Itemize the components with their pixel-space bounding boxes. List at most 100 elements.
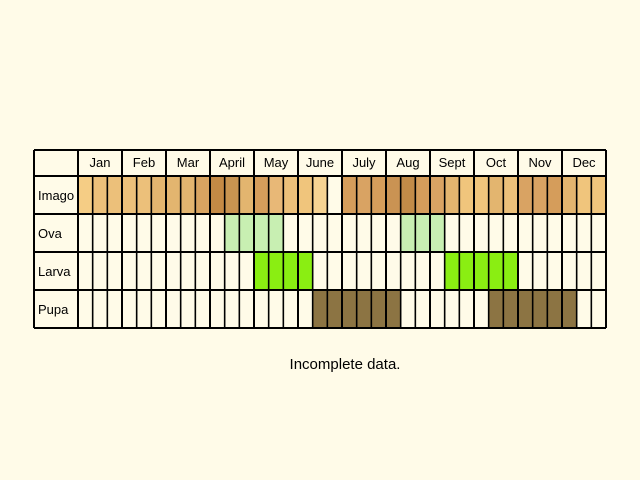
stage-cell-pupa (342, 290, 358, 328)
month-label: Oct (486, 155, 507, 170)
stage-cell-ova (400, 214, 416, 252)
stage-cell-larva (239, 252, 255, 290)
stage-cell-ova (547, 214, 563, 252)
stage-cell-pupa (122, 290, 138, 328)
stage-cell-ova (283, 214, 299, 252)
stage-cell-larva (591, 252, 607, 290)
stage-cell-larva (166, 252, 182, 290)
stage-cell-pupa (224, 290, 240, 328)
stage-cell-ova (180, 214, 196, 252)
stage-cell-pupa (576, 290, 592, 328)
stage-cell-ova (224, 214, 240, 252)
stage-cell-imago (239, 176, 255, 214)
stage-cell-ova (415, 214, 431, 252)
stage-cell-pupa (210, 290, 226, 328)
stage-cell-larva (210, 252, 226, 290)
stage-cell-ova (488, 214, 504, 252)
stage-cell-pupa (386, 290, 402, 328)
stage-cell-ova (239, 214, 255, 252)
stage-cell-imago (547, 176, 563, 214)
stage-cell-pupa (239, 290, 255, 328)
stage-cell-ova (371, 214, 387, 252)
stage-cell-imago (488, 176, 504, 214)
stage-cell-imago (342, 176, 358, 214)
stage-cell-pupa (107, 290, 123, 328)
stage-cell-pupa (195, 290, 211, 328)
stage-cell-ova (268, 214, 284, 252)
stage-cell-imago (444, 176, 460, 214)
stage-cell-pupa (459, 290, 475, 328)
stage-cell-ova (254, 214, 270, 252)
stage-cell-imago (327, 176, 343, 214)
stage-cell-larva (356, 252, 372, 290)
month-label: July (352, 155, 376, 170)
stage-cell-imago (386, 176, 402, 214)
row-label-larva: Larva (38, 264, 71, 279)
stage-cell-ova (444, 214, 460, 252)
stage-cell-imago (195, 176, 211, 214)
stage-cell-larva (474, 252, 490, 290)
stage-cell-larva (400, 252, 416, 290)
stage-cell-ova (210, 214, 226, 252)
stage-cell-larva (488, 252, 504, 290)
stage-cell-pupa (283, 290, 299, 328)
stage-cell-imago (415, 176, 431, 214)
stage-cell-ova (107, 214, 123, 252)
stage-cell-ova (92, 214, 108, 252)
stage-cell-ova (195, 214, 211, 252)
stage-cell-imago (92, 176, 108, 214)
stage-cell-larva (136, 252, 152, 290)
stage-cell-larva (283, 252, 299, 290)
stage-cell-larva (195, 252, 211, 290)
stage-cell-ova (576, 214, 592, 252)
stage-cell-imago (298, 176, 314, 214)
stage-cell-larva (122, 252, 138, 290)
stage-cell-pupa (166, 290, 182, 328)
stage-cell-larva (371, 252, 387, 290)
stage-cell-larva (78, 252, 94, 290)
stage-cell-pupa (371, 290, 387, 328)
stage-cell-imago (151, 176, 167, 214)
stage-cell-pupa (136, 290, 152, 328)
stage-cell-larva (151, 252, 167, 290)
stage-cell-imago (562, 176, 578, 214)
stage-cell-ova (327, 214, 343, 252)
stage-cell-imago (430, 176, 446, 214)
stage-cell-pupa (400, 290, 416, 328)
month-label: June (306, 155, 334, 170)
stage-cell-imago (224, 176, 240, 214)
stage-cell-imago (400, 176, 416, 214)
stage-cell-larva (532, 252, 548, 290)
month-label: Nov (528, 155, 552, 170)
stage-cell-larva (107, 252, 123, 290)
stage-cell-larva (415, 252, 431, 290)
stage-cell-pupa (254, 290, 270, 328)
stage-cell-imago (576, 176, 592, 214)
stage-cell-larva (254, 252, 270, 290)
stage-cell-imago (254, 176, 270, 214)
stage-cell-ova (166, 214, 182, 252)
stage-cell-pupa (444, 290, 460, 328)
stage-cell-ova (342, 214, 358, 252)
stage-cell-imago (503, 176, 519, 214)
stage-cell-pupa (562, 290, 578, 328)
stage-cell-imago (166, 176, 182, 214)
stage-cell-pupa (356, 290, 372, 328)
row-label-imago: Imago (38, 188, 74, 203)
stage-cell-larva (518, 252, 534, 290)
stage-cell-imago (136, 176, 152, 214)
stage-cell-imago (268, 176, 284, 214)
stage-cell-pupa (92, 290, 108, 328)
stage-cell-ova (312, 214, 328, 252)
stage-cell-larva (547, 252, 563, 290)
stage-cell-ova (136, 214, 152, 252)
stage-cell-larva (576, 252, 592, 290)
stage-cell-imago (107, 176, 123, 214)
stage-cell-ova (356, 214, 372, 252)
stage-cell-pupa (488, 290, 504, 328)
stage-cell-imago (591, 176, 607, 214)
stage-cell-pupa (532, 290, 548, 328)
stage-cell-imago (180, 176, 196, 214)
stage-cell-pupa (547, 290, 563, 328)
stage-cell-pupa (268, 290, 284, 328)
